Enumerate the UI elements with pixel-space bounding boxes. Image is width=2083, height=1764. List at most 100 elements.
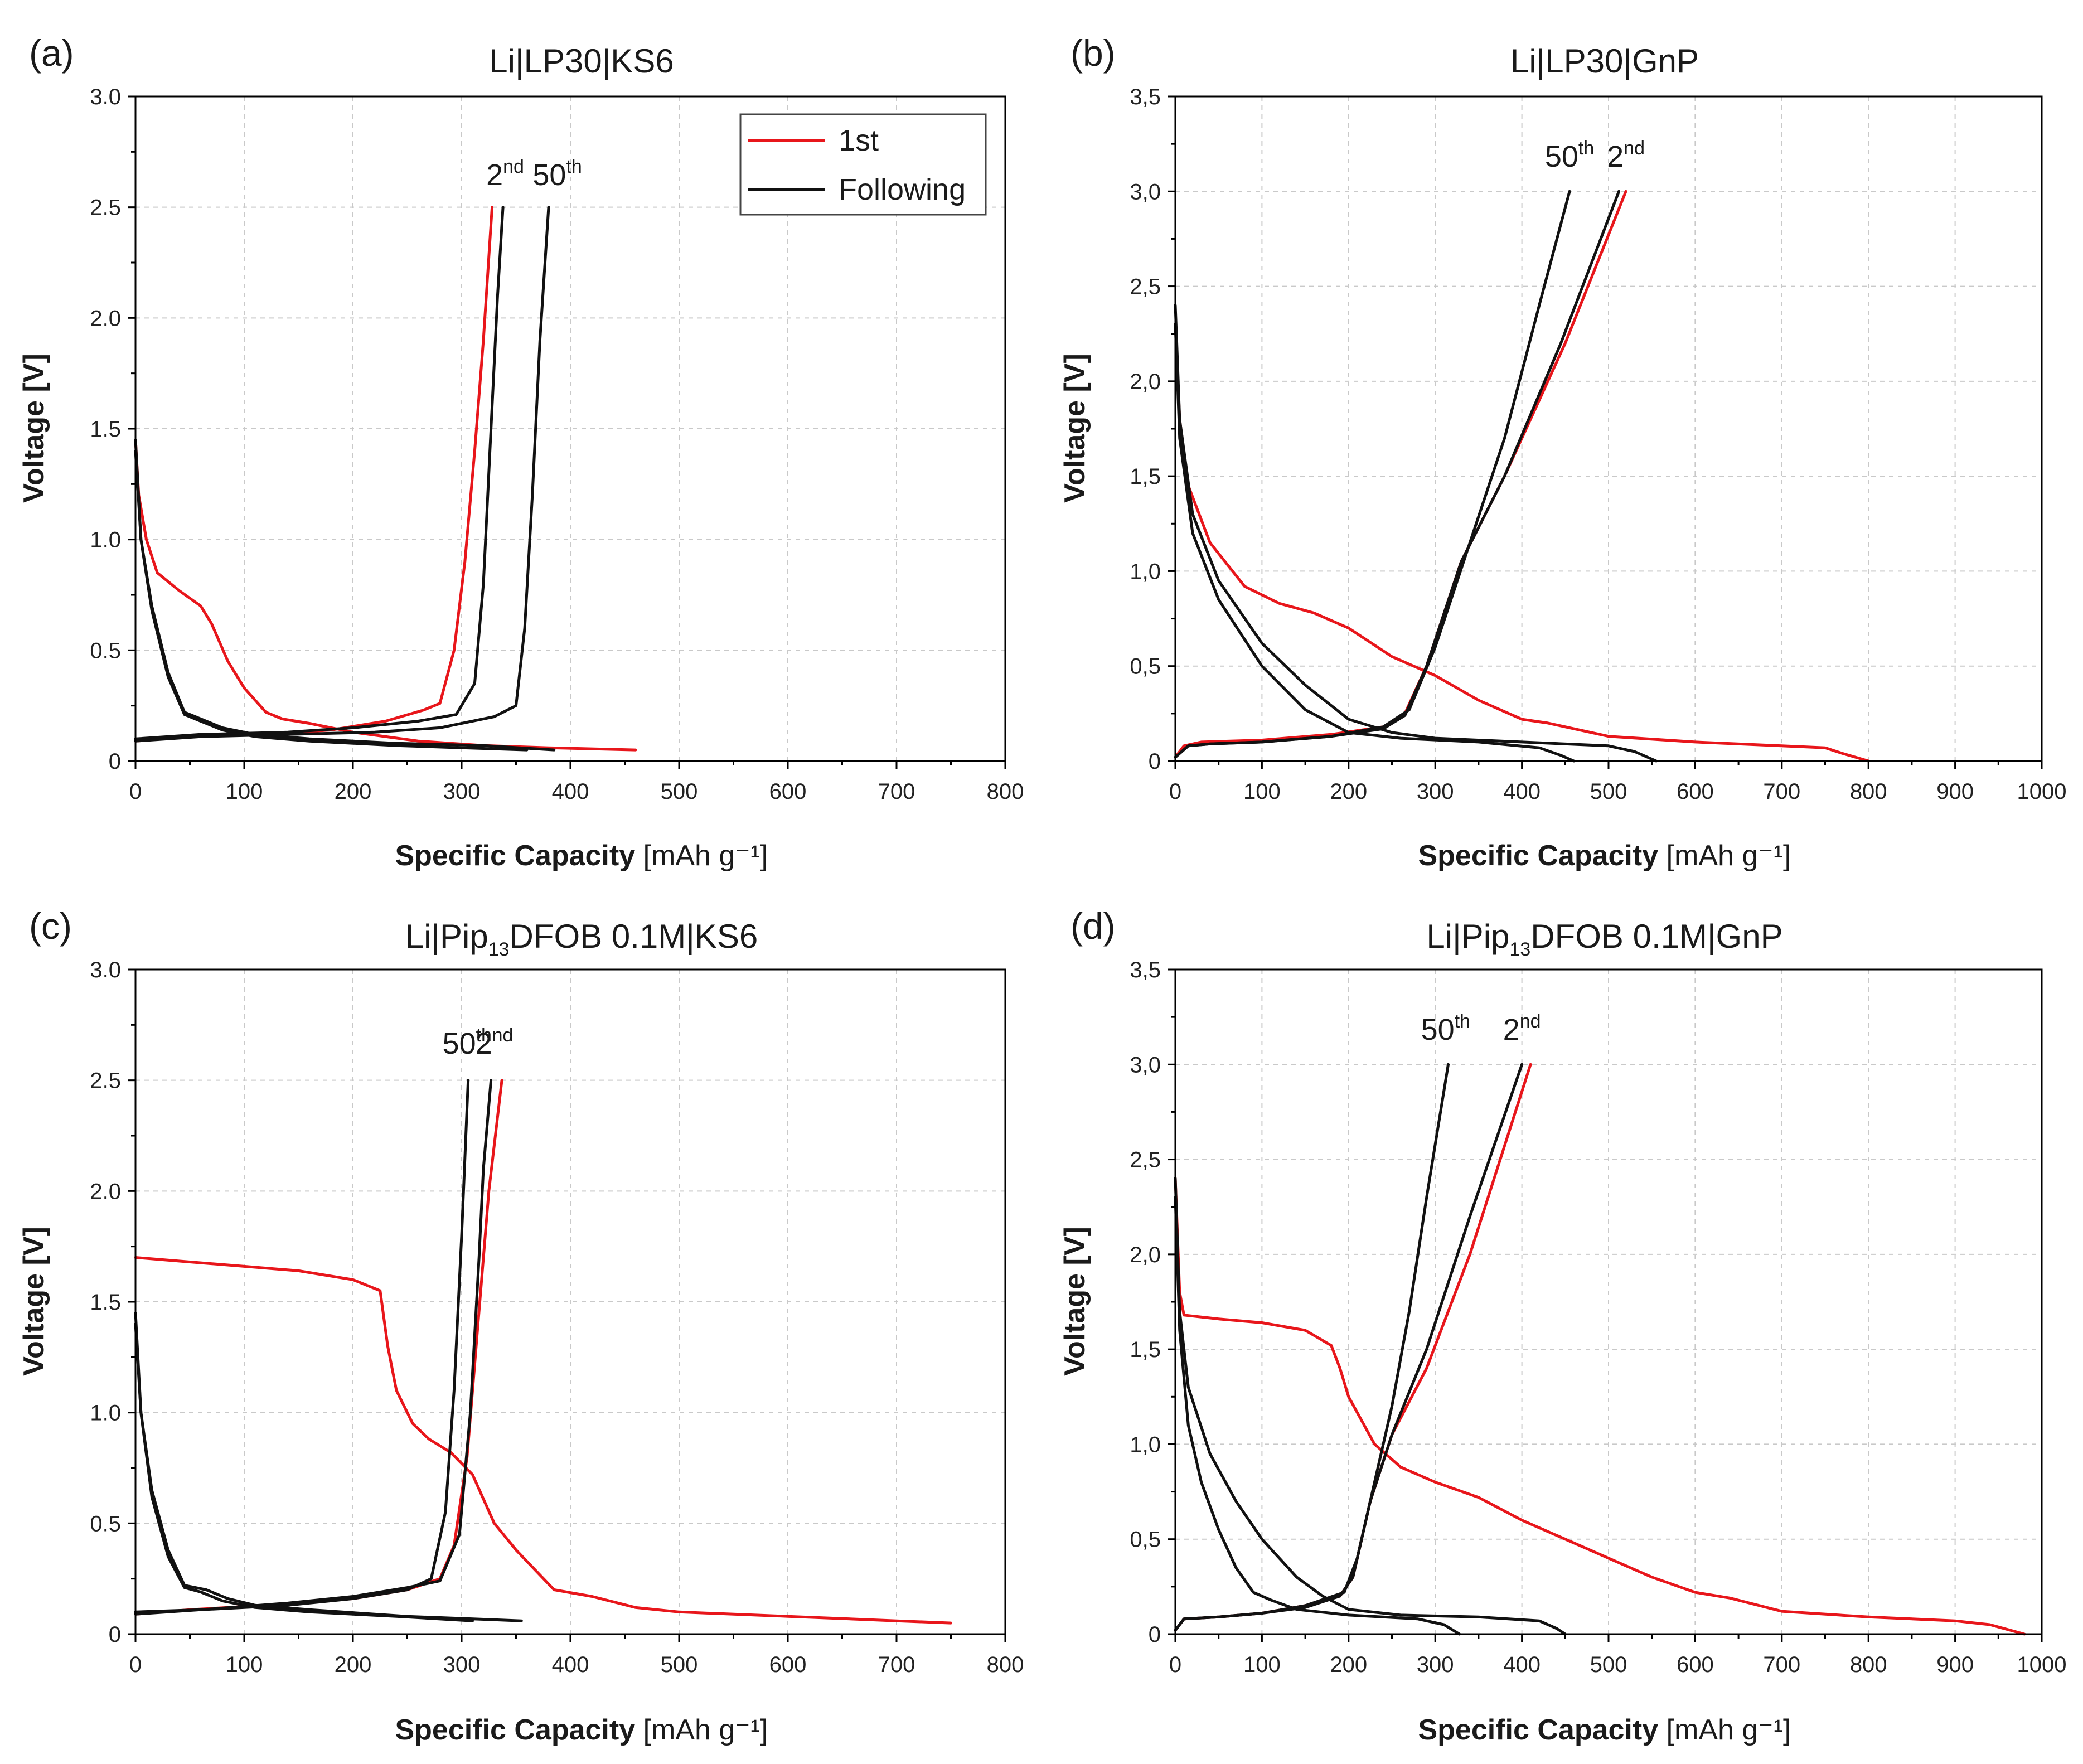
panel-d-ytick-label: 3,0 [1130, 1053, 1161, 1077]
panel-c-ytick-label: 2.0 [90, 1179, 121, 1204]
panel-b-xtick-label: 500 [1590, 779, 1627, 804]
panel-a-xlabel: Specific Capacity [mAh g⁻¹] [395, 840, 768, 872]
panel-c-xlabel-unit: [mAh g⁻¹] [635, 1714, 768, 1746]
panel-c-ytick-label: 2.5 [90, 1069, 121, 1093]
panel-d-ytick-label: 0,5 [1130, 1528, 1161, 1552]
panel-d-xtick-label: 800 [1850, 1652, 1887, 1677]
panel-a-series-50th-discharge [134, 449, 529, 752]
panel-b-ylabel: Voltage [V] [1059, 353, 1091, 503]
panel-b-series-50th-discharge [1174, 323, 1576, 763]
panel-c-xtick-label: 100 [226, 1652, 263, 1677]
panel-d-xtick-label: 100 [1243, 1652, 1281, 1677]
panel-d-ytick-label: 2,5 [1130, 1148, 1161, 1172]
panel-a-xtick-label: 700 [878, 779, 915, 804]
panel-d-xtick-label: 700 [1763, 1652, 1800, 1677]
panel-a-ytick-label: 1.5 [90, 417, 121, 442]
panel-d-title-sub: 13 [1509, 939, 1530, 960]
panel-b-ytick-label: 2,5 [1130, 275, 1161, 299]
panel-c-xtick-label: 500 [661, 1652, 698, 1677]
panel-b-xtick-label: 300 [1417, 779, 1454, 804]
panel-a-xtick-label: 200 [335, 779, 372, 804]
panel-a: (a) Li|LP30|KS6 0 100 200 300 400 500 600 700 80… [18, 32, 1024, 872]
panel-a-title: Li|LP30|KS6 [489, 42, 674, 80]
panel-a-ytick-label: 2.0 [90, 306, 121, 331]
panel-c-ytick-label: 3.0 [90, 958, 121, 982]
panel-c-xtick-label: 600 [769, 1652, 807, 1677]
panel-d-title-pre: Li|Pip [1426, 918, 1509, 955]
panel-b-xtick-label: 100 [1243, 779, 1281, 804]
panel-b-xtick-label: 0 [1169, 779, 1181, 804]
panel-b-xtick-label: 900 [1936, 779, 1974, 804]
panel-a-xlabel-bold: Specific Capacity [395, 840, 635, 872]
panel-d-series-50th-discharge [1174, 1196, 1461, 1636]
panel-c-annotation-2nd: 2nd [476, 1025, 514, 1060]
panel-c-xtick-label: 400 [552, 1652, 589, 1677]
panel-b-ytick-label: 3,0 [1130, 180, 1161, 204]
panel-c-plot: 0 100 200 300 400 500 600 700 800 0 0.5 1.0 1.5 2.0 2.… [90, 958, 1024, 1677]
panel-b-xtick-label: 700 [1763, 779, 1800, 804]
panel-b-ytick-label: 1,0 [1130, 559, 1161, 584]
panel-c-title-post: DFOB 0.1M|KS6 [510, 918, 758, 955]
legend-box [739, 113, 987, 216]
panel-b-plot: 0 100 200 300 400 500 600 700 800 900 1000 0 0,5 1,0 1… [1130, 85, 2066, 804]
panel-a-label: (a) [29, 32, 74, 74]
legend: 1st Following [739, 113, 987, 216]
panel-c-title-sub: 13 [488, 939, 510, 960]
panel-a-series-50th-charge [134, 206, 550, 743]
panel-d-xtick-label: 900 [1936, 1652, 1974, 1677]
panel-b: (b) Li|LP30|GnP 0 100 200 300 400 500 600 700 80… [1059, 32, 2066, 872]
panel-d-series-2nd-discharge [1174, 1177, 1567, 1636]
panel-c-ytick-label: 0 [109, 1622, 121, 1647]
legend-label-first: 1st [839, 124, 879, 157]
panel-c-title: Li|Pip13DFOB 0.1M|KS6 [405, 918, 758, 960]
panel-c-xtick-label: 0 [129, 1652, 142, 1677]
panel-a-xtick-label: 400 [552, 779, 589, 804]
panel-d-ytick-label: 1,5 [1130, 1337, 1161, 1362]
panel-a-xtick-label: 100 [226, 779, 263, 804]
panel-b-xtick-label: 400 [1503, 779, 1541, 804]
panel-a-ylabel: Voltage [V] [18, 353, 50, 503]
panel-d-xtick-label: 0 [1169, 1652, 1181, 1677]
panel-c-series-2nd-charge [134, 1079, 493, 1613]
panel-b-series-2nd-discharge [1174, 304, 1658, 763]
panel-a-xlabel-unit: [mAh g⁻¹] [635, 840, 768, 872]
panel-a-xtick-label: 0 [129, 779, 142, 804]
panel-d-xtick-label: 1000 [2017, 1652, 2067, 1677]
panel-d-xtick-label: 300 [1417, 1652, 1454, 1677]
panel-b-ytick-label: 2,0 [1130, 370, 1161, 394]
panel-c-annotation-50th: 50th [443, 1025, 492, 1060]
panel-c-ytick-label: 1.5 [90, 1290, 121, 1315]
legend-label-following: Following [839, 173, 966, 206]
panel-a-series-1st-discharge [134, 438, 637, 752]
panel-d-annotation-50th: 50th [1421, 1011, 1470, 1046]
panel-b-xlabel: Specific Capacity [mAh g⁻¹] [1418, 840, 1791, 872]
panel-a-series-2nd-charge [134, 206, 505, 740]
panel-a-annotation-50th: 50th [532, 156, 582, 192]
panel-c-xlabel: Specific Capacity [mAh g⁻¹] [395, 1714, 768, 1746]
panel-b-ytick-label: 0,5 [1130, 655, 1161, 679]
panel-d-ytick-label: 1,0 [1130, 1432, 1161, 1457]
panel-a-ytick-label: 2.5 [90, 196, 121, 220]
panel-d-xtick-label: 400 [1503, 1652, 1541, 1677]
panel-b-ytick-label: 3,5 [1130, 85, 1161, 109]
panel-d-title: Li|Pip13DFOB 0.1M|GnP [1426, 918, 1782, 960]
panel-b-xtick-label: 800 [1850, 779, 1887, 804]
panel-c-xlabel-bold: Specific Capacity [395, 1714, 635, 1746]
panel-b-xlabel-unit: [mAh g⁻¹] [1658, 840, 1791, 872]
panel-d-annotation-2nd: 2nd [1503, 1011, 1541, 1046]
panel-b-xlabel-bold: Specific Capacity [1418, 840, 1658, 872]
panel-d-label: (d) [1070, 905, 1116, 947]
panel-d-ytick-label: 2,0 [1130, 1243, 1161, 1267]
panel-a-ytick-label: 0 [109, 749, 121, 774]
panel-a-xtick-label: 500 [661, 779, 698, 804]
panel-a-ytick-label: 1.0 [90, 528, 121, 553]
panel-b-ytick-label: 0 [1149, 749, 1161, 774]
panel-d-xlabel-unit: [mAh g⁻¹] [1658, 1714, 1791, 1746]
panel-d-series-1st-discharge [1174, 1177, 2026, 1636]
panel-a-annotation-2nd: 2nd [486, 156, 524, 192]
panel-b-series-50th-charge [1174, 190, 1571, 759]
panel-b-xtick-label: 200 [1330, 779, 1367, 804]
panel-b-xtick-label: 600 [1677, 779, 1714, 804]
panel-b-annotation-50th: 50th [1545, 138, 1594, 173]
panel-c-xtick-label: 800 [987, 1652, 1024, 1677]
